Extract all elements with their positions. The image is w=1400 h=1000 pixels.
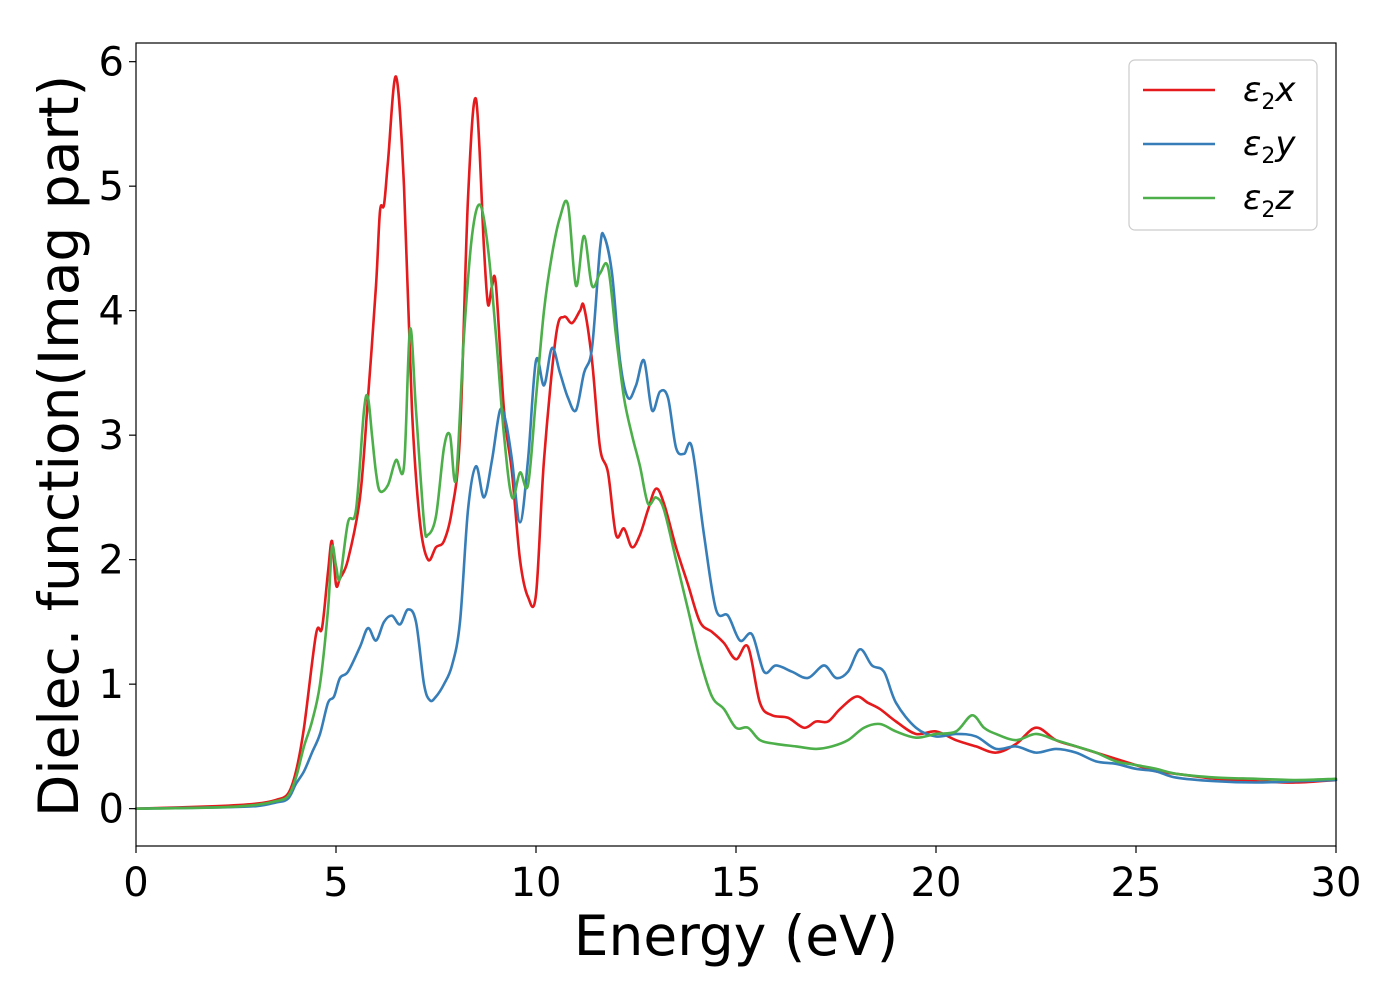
x-axis-ticks: 0 5 10 15 20 25 30 — [123, 846, 1361, 906]
y-tick-label: 6 — [99, 40, 124, 86]
legend-frame — [1128, 59, 1318, 231]
legend-entries: ε2x ε2y ε2z — [1143, 70, 1296, 223]
x-tick-label: 25 — [1111, 860, 1162, 906]
legend: ε2x ε2y ε2z — [1128, 59, 1318, 231]
y-tick-label: 5 — [99, 164, 124, 210]
x-axis-title: Energy (eV) — [574, 904, 898, 968]
series-layer — [134, 75, 1338, 810]
x-tick-label: 30 — [1311, 860, 1362, 906]
y-tick-label: 0 — [99, 787, 124, 833]
series-line-y — [134, 231, 1338, 810]
legend-label-x: ε2x — [1243, 70, 1296, 115]
y-tick-label: 3 — [99, 413, 124, 459]
y-tick-label: 1 — [99, 662, 124, 708]
legend-label-y: ε2y — [1243, 124, 1296, 169]
x-tick-label: 10 — [511, 860, 562, 906]
y-axis-ticks: 0 1 2 3 4 5 6 — [99, 40, 136, 833]
series-line-x — [134, 75, 1338, 810]
x-tick-label: 0 — [123, 860, 148, 906]
x-tick-label: 5 — [323, 860, 348, 906]
x-tick-label: 20 — [911, 860, 962, 906]
y-axis-title: Dielec. function(Imag part) — [27, 75, 91, 817]
y-tick-label: 2 — [99, 538, 124, 584]
legend-label-z: ε2z — [1243, 178, 1294, 223]
x-tick-label: 15 — [711, 860, 762, 906]
y-tick-label: 4 — [99, 289, 124, 335]
series-line-z — [134, 199, 1338, 810]
